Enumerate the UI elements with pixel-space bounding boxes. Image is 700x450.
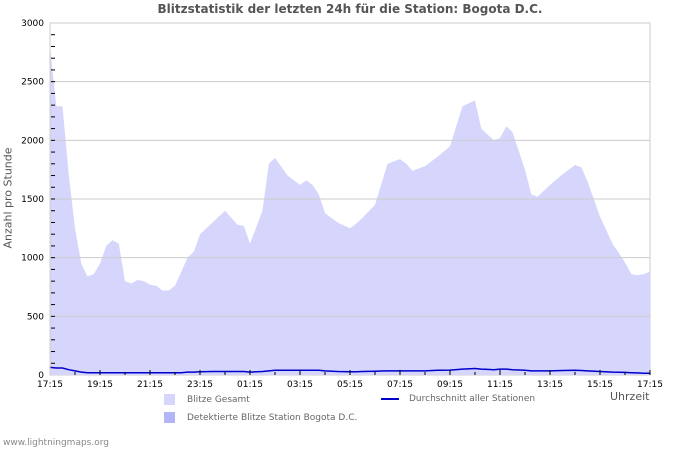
legend-total-swatch <box>164 394 175 405</box>
legend-average-label: Durchschnitt aller Stationen <box>409 394 536 404</box>
x-tick-label: 05:15 <box>337 380 363 390</box>
legend-average: Durchschnitt aller Stationen <box>381 394 535 404</box>
legend-station: Detektierte Blitze Station Bogota D.C. <box>164 412 357 423</box>
y-tick-label: 500 <box>27 312 44 322</box>
x-tick-label: 19:15 <box>87 380 113 390</box>
x-tick-label: 09:15 <box>437 380 463 390</box>
legend-station-swatch <box>164 412 175 423</box>
legend-average-swatch <box>381 398 399 400</box>
chart-title: Blitzstatistik der letzten 24h für die S… <box>157 2 543 16</box>
x-tick-label: 01:15 <box>237 380 263 390</box>
x-tick-label: 21:15 <box>137 380 163 390</box>
legend-station-label: Detektierte Blitze Station Bogota D.C. <box>187 412 358 423</box>
y-tick-label: 0 <box>38 371 44 381</box>
x-axis-label: Uhrzeit <box>610 390 650 403</box>
y-tick-label: 2500 <box>21 78 44 88</box>
x-tick-label: 15:15 <box>587 380 613 390</box>
footer-link[interactable]: www.lightningmaps.org <box>3 438 109 448</box>
area-total <box>50 46 650 375</box>
y-tick-label: 1000 <box>21 254 44 264</box>
x-tick-label: 07:15 <box>387 380 413 390</box>
y-tick-label: 3000 <box>21 19 44 29</box>
x-tick-label: 03:15 <box>287 380 313 390</box>
legend-total: Blitze Gesamt <box>164 394 250 405</box>
y-tick-label: 1500 <box>21 195 44 205</box>
y-axis-label: Anzahl pro Stunde <box>1 147 15 249</box>
legend-total-label: Blitze Gesamt <box>187 394 250 405</box>
x-tick-label: 11:15 <box>487 380 513 390</box>
x-tick-label: 23:15 <box>187 380 213 390</box>
x-tick-label: 17:15 <box>637 380 663 390</box>
line-average <box>49 366 650 374</box>
y-tick-label: 2000 <box>21 136 44 146</box>
x-tick-label: 13:15 <box>537 380 563 390</box>
x-tick-label: 17:15 <box>37 380 63 390</box>
